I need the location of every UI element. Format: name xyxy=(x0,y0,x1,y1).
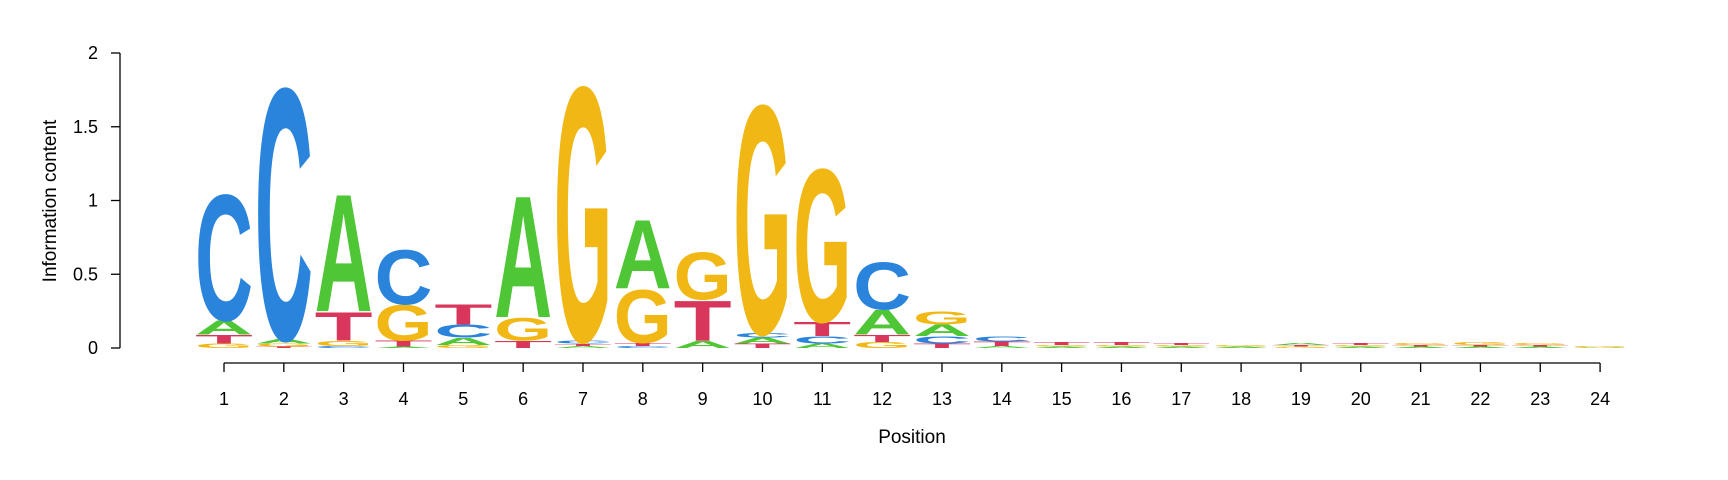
logo-letter-t: T xyxy=(1332,342,1390,345)
logo-letter-c: C xyxy=(973,335,1031,343)
logo-letter-g: G xyxy=(554,11,612,418)
x-axis: 1 2 3 4 5 6 7 8 9 10 11 12 13 14 15 16 17 18 19 20 21 22 23 24 xyxy=(219,363,1610,409)
logo-letter-g: G xyxy=(1392,342,1450,345)
x-tick-label: 9 xyxy=(698,389,708,409)
logo-letter-a: A xyxy=(494,159,552,354)
logo-letter-g: G xyxy=(733,38,791,403)
x-tick-label: 16 xyxy=(1111,389,1131,409)
logo-letter-a: A xyxy=(614,201,672,311)
x-tick-label: 4 xyxy=(398,389,408,409)
x-tick-label: 17 xyxy=(1171,389,1191,409)
logo-letter-c: C xyxy=(853,249,911,325)
x-tick-label: 23 xyxy=(1530,389,1550,409)
x-tick-label: 8 xyxy=(638,389,648,409)
logo-letter-g: G xyxy=(1212,345,1270,347)
logo-letter-g: G xyxy=(1451,341,1509,346)
logo-letter-g: G xyxy=(913,308,971,329)
x-tick-label: 3 xyxy=(339,389,349,409)
x-tick-label: 22 xyxy=(1470,389,1490,409)
logo-letter-t: T xyxy=(1152,342,1210,345)
logo-letter-t: T xyxy=(1033,341,1091,346)
logo-letter-c: C xyxy=(195,157,253,359)
x-tick-label: 5 xyxy=(458,389,468,409)
x-tick-label: 12 xyxy=(872,389,892,409)
logo-letter-a: A xyxy=(315,159,373,347)
y-axis: 0 0.5 1 1.5 2 xyxy=(73,43,120,358)
y-tick-label: 0 xyxy=(88,338,98,358)
logo-letter-t: T xyxy=(1092,341,1150,346)
y-axis-title: Information content xyxy=(40,119,61,282)
x-tick-label: 6 xyxy=(518,389,528,409)
x-tick-label: 21 xyxy=(1411,389,1431,409)
y-tick-label: 0.5 xyxy=(73,264,98,284)
x-tick-label: 19 xyxy=(1291,389,1311,409)
x-tick-label: 14 xyxy=(992,389,1012,409)
y-tick-label: 1 xyxy=(88,191,98,211)
logo-letter-g: G xyxy=(1511,342,1569,345)
x-tick-label: 1 xyxy=(219,389,229,409)
x-tick-label: 13 xyxy=(932,389,952,409)
x-tick-label: 24 xyxy=(1590,389,1610,409)
logo-letter-c: C xyxy=(374,233,432,321)
x-tick-label: 20 xyxy=(1351,389,1371,409)
logo-letter-c: C xyxy=(255,15,313,417)
y-tick-label: 1.5 xyxy=(73,117,98,137)
logo-letter-g: G xyxy=(1571,346,1629,348)
x-tick-label: 18 xyxy=(1231,389,1251,409)
x-axis-title: Position xyxy=(878,427,946,448)
logo-letter-g: G xyxy=(793,123,851,368)
logo-letter-t: T xyxy=(434,299,492,331)
y-tick-label: 2 xyxy=(88,43,98,63)
logo-letter-g: G xyxy=(674,239,732,314)
x-tick-label: 15 xyxy=(1052,389,1072,409)
logo-letter-a: A xyxy=(1272,342,1330,345)
x-tick-label: 11 xyxy=(813,389,832,409)
